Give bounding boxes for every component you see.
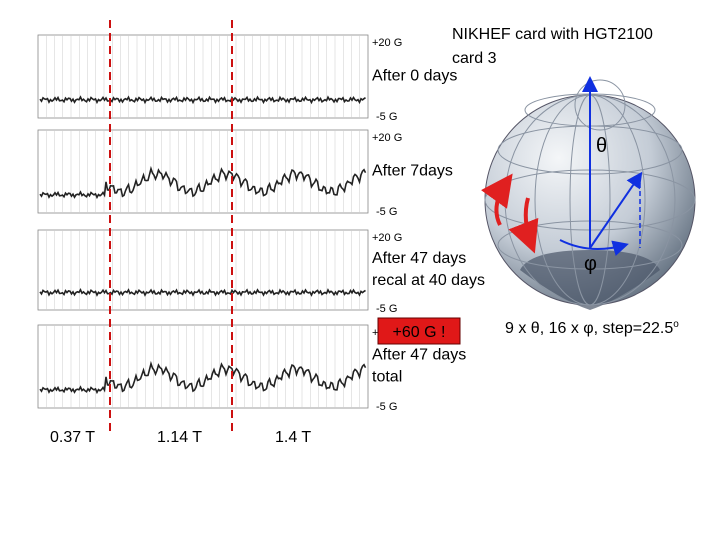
caption-text: 9 x θ, 16 x φ, step=22.5 — [505, 320, 673, 337]
panel-caption: After 47 days — [372, 250, 466, 267]
field-label: 1.14 T — [157, 429, 202, 446]
caption-sup: o — [673, 319, 679, 330]
sphere-caption: 9 x θ, 16 x φ, step=22.5o — [505, 319, 679, 337]
range-bottom: -5 G — [376, 111, 397, 123]
warning-box — [377, 317, 461, 345]
panel-caption: After 7days — [372, 163, 453, 180]
range-top: +20 G — [372, 37, 402, 49]
sphere: θ φ — [480, 76, 696, 310]
theta-label: θ — [596, 135, 607, 157]
title-line: NIKHEF card with HGT2100 — [452, 26, 653, 43]
panel-caption: recal at 40 days — [372, 272, 485, 289]
plot-trace — [39, 360, 367, 395]
warning-text: +60 G ! — [393, 324, 446, 341]
field-label: 1.4 T — [275, 429, 311, 446]
range-bottom: -5 G — [376, 206, 397, 218]
range-bottom: -5 G — [376, 303, 397, 315]
panel-caption: After 0 days — [372, 68, 457, 85]
range-top: +20 G — [372, 232, 402, 244]
plots: +20 G -5 G After 0 days +20 G -5 G After 7day… — [37, 34, 485, 413]
plot-trace — [39, 165, 367, 200]
range-bottom: -5 G — [376, 401, 397, 413]
title-line: card 3 — [452, 50, 497, 67]
plot-trace — [39, 95, 366, 105]
field-label: 0.37 T — [50, 429, 95, 446]
range-top: +20 G — [372, 132, 402, 144]
plot-trace — [39, 288, 366, 297]
panel-caption: After 47 days — [372, 347, 466, 364]
phi-label: φ — [584, 253, 597, 275]
panel-caption: total — [372, 369, 402, 386]
